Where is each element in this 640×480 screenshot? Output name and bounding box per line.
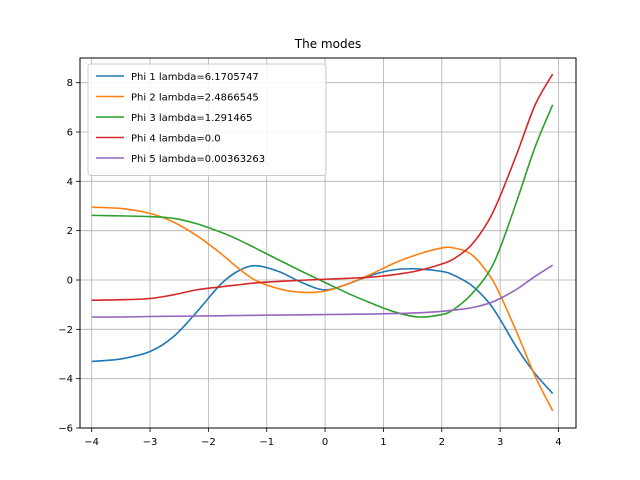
legend-label-phi-2: Phi 2 lambda=2.4866545 (131, 93, 259, 104)
axis-ticks: −4 −3 −2 −1 0 1 2 3 4 −6 −4 −2 0 2 4 6 8 (58, 78, 561, 448)
legend-box (87, 63, 327, 176)
x-tick-label: 2 (439, 437, 445, 448)
x-tick-label: 4 (555, 437, 561, 448)
series-line-phi-2 (91, 206, 554, 412)
legend-label-phi-4: Phi 4 lambda=0.0 (131, 134, 221, 145)
y-tick-label: 4 (67, 177, 73, 188)
y-tick-label: 2 (67, 226, 73, 237)
x-tick-label: −4 (84, 437, 99, 448)
x-tick-label: 3 (497, 437, 503, 448)
y-tick-label: 6 (67, 128, 73, 139)
series-line-phi-4 (91, 73, 554, 302)
y-tick-label: 0 (67, 276, 73, 287)
y-tick-label: −6 (58, 424, 73, 435)
x-tick-label: −1 (259, 437, 274, 448)
chart-title: The modes (294, 37, 361, 51)
x-tick-label: −3 (143, 437, 158, 448)
plot-frame (79, 57, 577, 429)
legend-label-phi-3: Phi 3 lambda=1.291465 (131, 113, 252, 124)
x-tick-label: 0 (322, 437, 328, 448)
legend: Phi 1 lambda=6.1705747 Phi 2 lambda=2.486… (87, 63, 327, 176)
x-tick-label: 1 (380, 437, 386, 448)
x-tick-label: −2 (201, 437, 216, 448)
y-tick-label: −4 (58, 374, 73, 385)
legend-label-phi-5: Phi 5 lambda=0.00363263 (131, 154, 265, 165)
series-lines (91, 73, 554, 412)
legend-label-phi-1: Phi 1 lambda=6.1705747 (131, 72, 259, 83)
y-tick-label: 8 (67, 78, 73, 89)
series-line-phi-5 (91, 264, 554, 318)
y-tick-label: −2 (58, 325, 73, 336)
series-line-phi-3 (91, 104, 554, 318)
